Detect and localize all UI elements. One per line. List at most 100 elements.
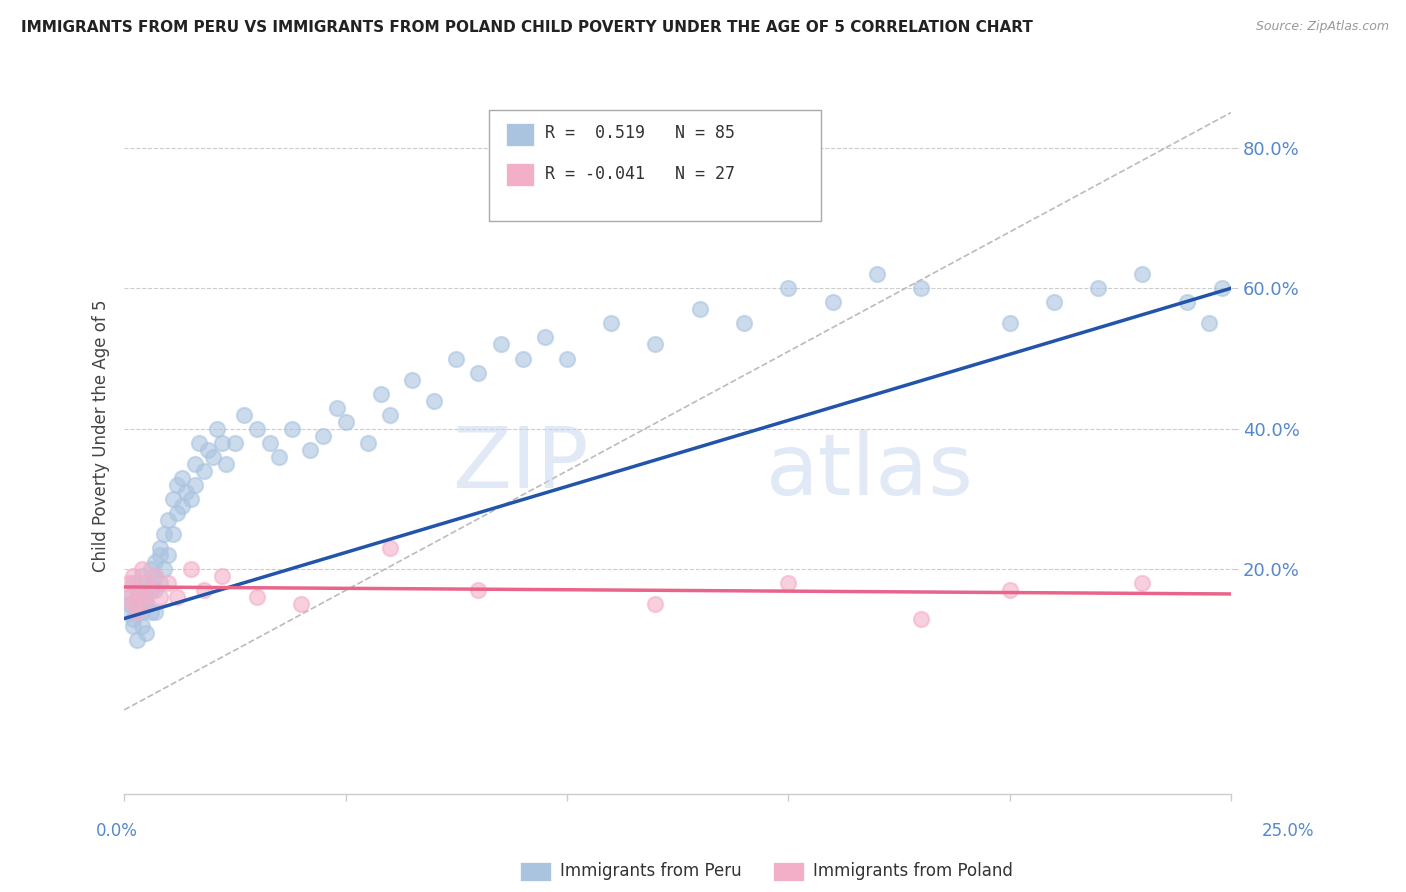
Point xyxy=(127,605,149,619)
Point xyxy=(1175,295,1198,310)
Point xyxy=(131,591,153,605)
Point xyxy=(180,562,202,576)
Point xyxy=(135,598,157,612)
Point xyxy=(866,267,889,281)
FancyBboxPatch shape xyxy=(506,122,534,145)
Point xyxy=(215,457,238,471)
Point xyxy=(166,478,188,492)
Point xyxy=(139,583,162,598)
Point xyxy=(135,625,157,640)
Point xyxy=(370,386,392,401)
Point xyxy=(778,281,800,295)
Point xyxy=(246,591,269,605)
Point xyxy=(153,527,176,541)
Text: Immigrants from Poland: Immigrants from Poland xyxy=(813,863,1012,880)
Point xyxy=(600,317,623,331)
Point xyxy=(153,562,176,576)
Text: R =  0.519   N = 85: R = 0.519 N = 85 xyxy=(544,124,735,143)
Point xyxy=(135,576,157,591)
Point xyxy=(127,583,149,598)
Point xyxy=(127,591,149,605)
Point xyxy=(127,583,149,598)
Point xyxy=(139,605,162,619)
Point xyxy=(149,576,172,591)
Point xyxy=(1132,576,1154,591)
Y-axis label: Child Poverty Under the Age of 5: Child Poverty Under the Age of 5 xyxy=(93,300,110,572)
Point xyxy=(644,598,666,612)
Point xyxy=(269,450,291,464)
Point xyxy=(184,457,207,471)
Point xyxy=(998,317,1021,331)
Point xyxy=(127,632,149,647)
Point xyxy=(193,583,215,598)
Text: atlas: atlas xyxy=(766,430,974,513)
Point xyxy=(733,317,755,331)
Point xyxy=(357,435,380,450)
Point xyxy=(224,435,246,450)
Point xyxy=(131,562,153,576)
Point xyxy=(197,442,219,457)
Point xyxy=(290,598,312,612)
Point xyxy=(131,605,153,619)
Point xyxy=(162,492,184,507)
Point xyxy=(1211,281,1233,295)
Point xyxy=(157,513,180,527)
Text: IMMIGRANTS FROM PERU VS IMMIGRANTS FROM POLAND CHILD POVERTY UNDER THE AGE OF 5 : IMMIGRANTS FROM PERU VS IMMIGRANTS FROM … xyxy=(21,20,1033,35)
Point xyxy=(193,464,215,478)
Point xyxy=(131,569,153,583)
Point xyxy=(201,450,224,464)
Point xyxy=(211,435,233,450)
Point xyxy=(143,569,166,583)
Point xyxy=(467,366,489,380)
FancyBboxPatch shape xyxy=(489,110,821,221)
Point xyxy=(170,471,193,485)
Point xyxy=(117,576,139,591)
Text: 25.0%: 25.0% xyxy=(1263,822,1315,840)
Point xyxy=(533,330,555,344)
Point xyxy=(1198,317,1220,331)
Point xyxy=(401,373,423,387)
Text: Immigrants from Peru: Immigrants from Peru xyxy=(560,863,741,880)
Point xyxy=(689,302,711,317)
Point xyxy=(135,591,157,605)
Point xyxy=(378,541,401,556)
Point xyxy=(1132,267,1154,281)
Point xyxy=(157,549,180,563)
Point xyxy=(117,591,139,605)
Point xyxy=(117,598,139,612)
Point xyxy=(644,337,666,351)
Point xyxy=(117,591,139,605)
FancyBboxPatch shape xyxy=(506,163,534,186)
Point xyxy=(281,422,304,436)
Point xyxy=(149,549,172,563)
Point xyxy=(143,605,166,619)
Point xyxy=(378,408,401,422)
Point xyxy=(1087,281,1109,295)
Point xyxy=(122,598,145,612)
Point xyxy=(166,591,188,605)
Point xyxy=(131,618,153,632)
Point xyxy=(122,569,145,583)
Point xyxy=(312,429,335,443)
Point xyxy=(122,576,145,591)
Point xyxy=(335,415,357,429)
Point xyxy=(157,576,180,591)
Text: 0.0%: 0.0% xyxy=(96,822,138,840)
Point xyxy=(259,435,281,450)
Point xyxy=(188,435,211,450)
Point xyxy=(127,605,149,619)
Point xyxy=(122,611,145,625)
Point xyxy=(211,569,233,583)
Point xyxy=(143,569,166,583)
Point xyxy=(246,422,269,436)
Point xyxy=(135,576,157,591)
Point xyxy=(117,605,139,619)
Point xyxy=(139,562,162,576)
Text: Source: ZipAtlas.com: Source: ZipAtlas.com xyxy=(1256,20,1389,33)
Point xyxy=(299,442,322,457)
Point xyxy=(489,337,512,351)
Point xyxy=(998,583,1021,598)
Point xyxy=(143,583,166,598)
Point xyxy=(512,351,534,366)
Point xyxy=(166,506,188,520)
